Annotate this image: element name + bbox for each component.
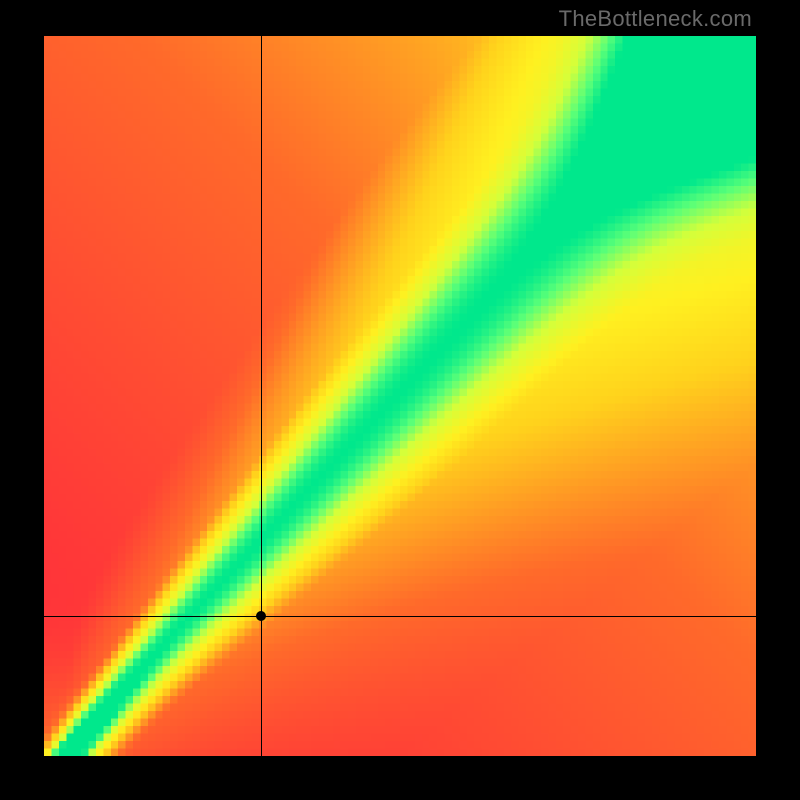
crosshair-horizontal: [44, 616, 756, 617]
crosshair-marker: [256, 611, 266, 621]
watermark-text: TheBottleneck.com: [559, 6, 752, 32]
crosshair-vertical: [261, 36, 262, 756]
heatmap-plot: [44, 36, 756, 756]
chart-container: TheBottleneck.com: [0, 0, 800, 800]
heatmap-canvas: [44, 36, 756, 756]
